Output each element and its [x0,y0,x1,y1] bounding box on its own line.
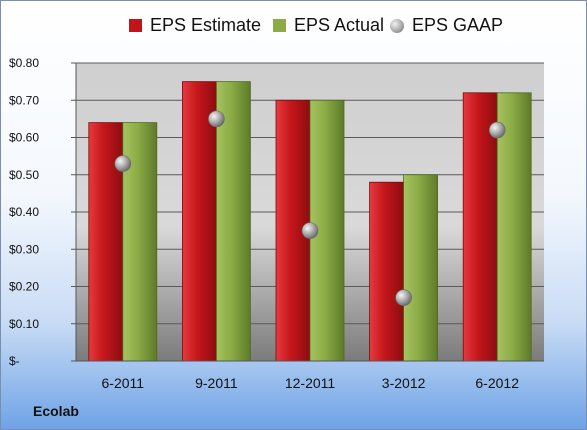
bars [88,81,532,362]
legend-item-eps-estimate: EPS Estimate [129,15,261,36]
marker-eps-gaap [208,110,225,128]
y-tick-label: $0.40 [9,205,39,219]
y-tick-label: $0.60 [9,131,39,145]
bar-eps-actual [215,81,251,362]
y-tick-label: $0.50 [9,168,39,182]
bar-eps-estimate [462,92,498,362]
company-label: Ecolab [33,403,79,419]
x-tick-label: 6-2012 [475,375,519,391]
y-tick-label: $0.10 [9,317,39,331]
x-tick-label: 12-2011 [285,375,336,391]
legend-swatch-green [273,19,286,32]
marker-eps-gaap [114,155,132,172]
bar-eps-actual [496,92,532,362]
legend-swatch-red [129,19,142,32]
x-tick-label: 9-2011 [195,375,238,391]
y-tick-label: $0.80 [9,56,39,70]
x-tick-label: 6-2011 [102,375,145,391]
legend: EPS Estimate EPS Actual EPS GAAP [1,15,586,45]
legend-item-eps-gaap: EPS GAAP [390,15,503,36]
y-tick-label: $0.20 [9,280,39,294]
y-axis-ticks: $- $0.10 $0.20 $0.30 $0.40 $0.50 $0.60 $0.70 $0.… [9,56,77,368]
marker-eps-gaap [488,121,506,139]
x-axis-ticks: 6-2011 9-2011 12-2011 3-2012 6-2012 [76,360,544,391]
legend-label: EPS Estimate [150,15,262,35]
legend-label: EPS GAAP [412,15,504,35]
bar-eps-estimate [369,181,405,362]
y-tick-label: $- [9,354,20,368]
x-tick-label: 3-2012 [382,375,426,391]
marker-eps-gaap [395,289,412,306]
gaap-markers [114,110,506,306]
legend-label: EPS Actual [294,15,385,35]
legend-marker-sphere [390,18,404,33]
bar-eps-actual [403,174,439,362]
y-tick-label: $0.30 [9,242,39,256]
marker-eps-gaap [301,222,319,239]
legend-item-eps-actual: EPS Actual [273,15,384,36]
y-tick-label: $0.70 [9,93,39,107]
